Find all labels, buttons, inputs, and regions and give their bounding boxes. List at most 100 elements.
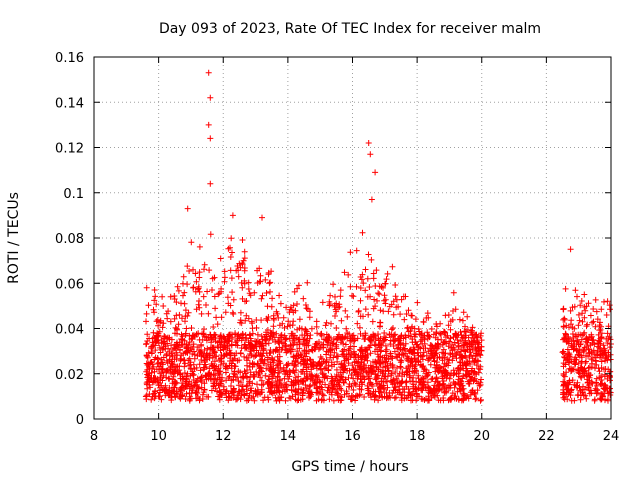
data-point xyxy=(368,394,374,401)
data-point xyxy=(210,348,217,355)
data-point xyxy=(375,331,381,338)
data-point xyxy=(365,344,372,351)
data-point xyxy=(358,346,365,353)
data-point xyxy=(307,332,314,339)
data-point xyxy=(333,381,340,388)
y-tick-label: 0.08 xyxy=(55,232,84,247)
data-point xyxy=(357,285,364,291)
data-point xyxy=(568,317,575,324)
data-point xyxy=(337,293,344,300)
data-point xyxy=(401,316,408,323)
data-point xyxy=(211,293,218,300)
data-point xyxy=(391,348,398,355)
data-point xyxy=(223,351,230,358)
data-point xyxy=(406,389,413,396)
data-point xyxy=(200,389,207,396)
data-point xyxy=(351,380,358,386)
data-point xyxy=(270,331,277,338)
data-point xyxy=(182,307,189,314)
data-point xyxy=(586,364,593,371)
data-point xyxy=(247,387,254,394)
data-point xyxy=(478,376,484,383)
data-point xyxy=(442,350,449,357)
data-point xyxy=(317,388,324,395)
data-point xyxy=(598,396,604,403)
data-point xyxy=(160,303,167,309)
data-point xyxy=(576,349,583,356)
data-point xyxy=(253,317,260,323)
data-point xyxy=(337,385,344,392)
data-point xyxy=(362,287,369,294)
data-point xyxy=(375,397,382,404)
data-point xyxy=(313,323,320,330)
data-point xyxy=(290,382,297,389)
data-point xyxy=(143,340,150,347)
data-point xyxy=(569,377,576,384)
x-tick-label: 8 xyxy=(90,429,98,444)
data-point xyxy=(416,379,423,385)
data-point xyxy=(382,348,389,355)
data-point xyxy=(382,342,389,349)
data-point xyxy=(375,357,381,364)
data-point xyxy=(335,304,342,311)
data-point xyxy=(471,389,478,396)
data-point xyxy=(205,310,212,317)
data-point xyxy=(285,318,292,325)
data-point xyxy=(239,383,246,390)
data-point xyxy=(472,344,479,350)
data-point xyxy=(365,387,372,394)
data-point xyxy=(232,355,238,362)
data-point xyxy=(221,342,228,349)
data-point xyxy=(593,375,600,382)
data-point xyxy=(208,371,215,378)
data-point xyxy=(258,295,265,302)
data-point xyxy=(325,384,332,391)
data-point xyxy=(280,314,287,321)
data-point xyxy=(180,292,186,299)
data-point xyxy=(604,340,611,346)
data-point xyxy=(201,261,208,268)
data-point xyxy=(307,382,314,389)
x-tick-label: 20 xyxy=(473,429,490,444)
data-point xyxy=(193,389,200,395)
data-point xyxy=(585,365,592,371)
data-point xyxy=(477,397,484,404)
data-point xyxy=(196,361,203,368)
data-point xyxy=(271,316,277,323)
data-point xyxy=(433,321,440,327)
data-point xyxy=(342,341,349,348)
data-point xyxy=(229,212,236,219)
data-point xyxy=(190,266,196,273)
data-point xyxy=(263,290,270,296)
data-point xyxy=(372,303,379,310)
data-point xyxy=(357,363,364,370)
data-point xyxy=(230,377,237,383)
data-point xyxy=(390,343,397,349)
data-point xyxy=(225,245,232,252)
data-point xyxy=(466,377,473,384)
data-point xyxy=(190,344,197,350)
data-point xyxy=(171,315,178,322)
data-point xyxy=(313,318,320,325)
data-point xyxy=(253,324,260,331)
data-point xyxy=(368,364,375,371)
data-point xyxy=(438,331,444,338)
data-point xyxy=(345,374,352,381)
data-point xyxy=(376,291,383,298)
y-tick-label: 0.1 xyxy=(63,187,84,202)
data-point xyxy=(154,355,161,361)
data-point xyxy=(442,329,449,336)
data-point xyxy=(243,386,250,393)
data-point xyxy=(591,397,598,404)
data-point xyxy=(207,180,214,187)
data-point xyxy=(371,368,378,375)
data-point xyxy=(578,365,585,372)
data-point xyxy=(378,382,385,389)
data-point xyxy=(423,315,430,321)
data-point xyxy=(174,283,181,290)
data-point xyxy=(575,391,582,398)
data-point xyxy=(459,317,466,324)
data-point xyxy=(216,393,223,400)
data-point xyxy=(222,309,229,316)
data-point xyxy=(277,334,284,341)
